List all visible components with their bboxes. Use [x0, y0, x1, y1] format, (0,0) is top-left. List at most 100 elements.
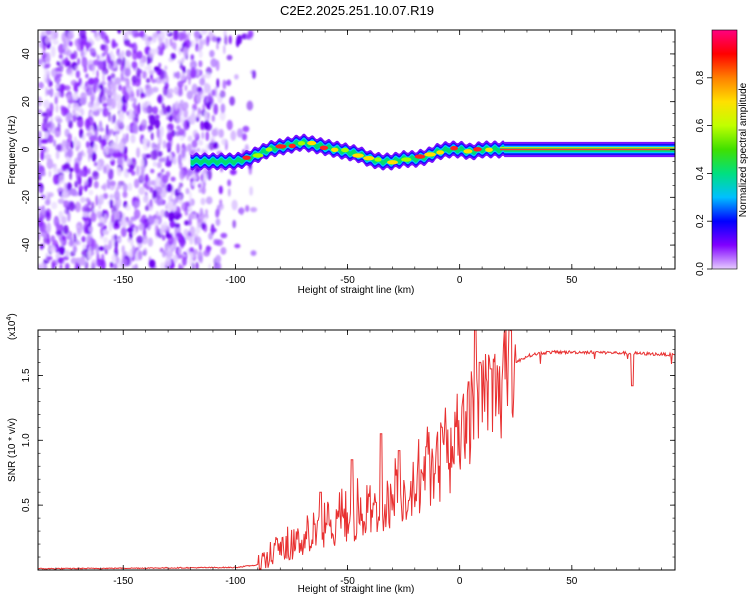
noise-blob: [98, 204, 101, 210]
noise-blob: [133, 178, 140, 189]
noise-blob: [220, 232, 228, 239]
noise-blob: [195, 261, 199, 269]
noise-blob: [189, 256, 193, 268]
noise-blob: [240, 207, 244, 216]
noise-blob: [227, 179, 232, 187]
snr-scale-note-end: ): [7, 313, 18, 316]
noise-blob: [200, 121, 204, 130]
noise-blob: [39, 232, 46, 237]
noise-blob: [70, 79, 78, 86]
noise-blob: [134, 263, 138, 269]
noise-blob: [108, 171, 114, 179]
noise-blob: [79, 30, 87, 40]
noise-blob: [189, 251, 195, 259]
noise-blob: [162, 105, 167, 115]
noise-blob: [186, 121, 190, 128]
noise-blob: [124, 38, 131, 47]
noise-blob: [136, 235, 144, 244]
x-tick-label: -100: [225, 576, 245, 587]
noise-blob: [181, 169, 187, 179]
noise-blob: [40, 243, 45, 249]
figure-title: C2E2.2025.251.10.07.R19: [280, 3, 434, 18]
noise-blob: [198, 50, 203, 59]
noise-blob: [115, 187, 119, 197]
noise-blob: [193, 249, 198, 255]
noise-blob: [63, 85, 71, 91]
noise-blob: [63, 255, 69, 261]
noise-blob: [213, 103, 219, 115]
colorbar-tick-label: 0.6: [695, 118, 706, 132]
noise-blob: [204, 73, 212, 79]
noise-blob: [189, 113, 196, 125]
noise-blob: [106, 178, 111, 190]
noise-blob: [136, 165, 140, 176]
noise-blob: [93, 180, 99, 189]
noise-blob: [147, 55, 150, 66]
noise-blob: [83, 226, 89, 234]
noise-blob: [52, 39, 59, 45]
noise-blob: [93, 161, 98, 167]
ridge-band-green: [190, 138, 675, 166]
x-tick-label: 0: [457, 576, 463, 587]
noise-blob: [178, 263, 181, 269]
noise-blob: [155, 225, 159, 237]
noise-blob: [178, 128, 185, 137]
noise-blob: [104, 35, 109, 41]
x-tick-label: -50: [340, 576, 355, 587]
noise-blob: [143, 247, 148, 255]
noise-blob: [121, 217, 128, 229]
noise-blob: [219, 111, 226, 121]
noise-blob: [164, 37, 169, 49]
noise-blob: [72, 92, 79, 101]
noise-blob: [38, 217, 44, 228]
noise-blob: [216, 239, 224, 247]
colorbar-tick-label: 0.2: [695, 214, 706, 228]
noise-blob: [231, 199, 238, 211]
noise-blob: [169, 37, 173, 47]
noise-blob: [199, 39, 204, 50]
ridge-hotspot: [463, 149, 473, 154]
noise-blob: [177, 80, 184, 88]
x-tick-label: 0: [457, 275, 463, 286]
noise-blob: [246, 100, 254, 111]
noise-blob: [109, 50, 114, 58]
noise-blob: [137, 250, 143, 261]
noise-blob: [167, 88, 174, 94]
noise-blob: [128, 232, 133, 240]
noise-blob: [111, 213, 115, 224]
noise-blob: [112, 91, 118, 103]
noise-blob: [88, 86, 93, 95]
noise-blob: [157, 150, 163, 157]
noise-blob: [82, 206, 86, 213]
noise-blob: [158, 157, 166, 163]
ridge-hotspot: [331, 147, 339, 152]
snr-scale-note: (x104): [6, 313, 18, 340]
ridge-hotspot: [352, 153, 364, 158]
noise-blob: [195, 117, 200, 122]
noise-blob: [116, 183, 122, 190]
noise-blob: [87, 77, 95, 86]
noise-blob: [136, 88, 140, 98]
noise-blob: [177, 153, 182, 166]
noise-blob: [177, 234, 185, 244]
noise-blob: [156, 161, 162, 169]
noise-blob: [172, 35, 179, 41]
noise-blob: [166, 186, 173, 192]
noise-blob: [122, 183, 128, 192]
noise-blob: [74, 201, 81, 213]
noise-blob: [88, 189, 94, 196]
noise-blob: [177, 59, 183, 65]
spectrogram-ridge: [190, 133, 675, 171]
noise-blob: [189, 225, 196, 237]
x-tick-label: -50: [340, 275, 355, 286]
noise-blob: [40, 139, 48, 144]
noise-blob: [58, 83, 65, 92]
noise-blob: [234, 243, 241, 249]
noise-blob: [176, 143, 181, 154]
noise-blob: [143, 101, 149, 109]
noise-blob: [85, 41, 92, 49]
noise-blob: [45, 36, 50, 45]
noise-blob: [114, 219, 119, 228]
noise-blob: [72, 102, 80, 111]
noise-blob: [196, 46, 202, 52]
